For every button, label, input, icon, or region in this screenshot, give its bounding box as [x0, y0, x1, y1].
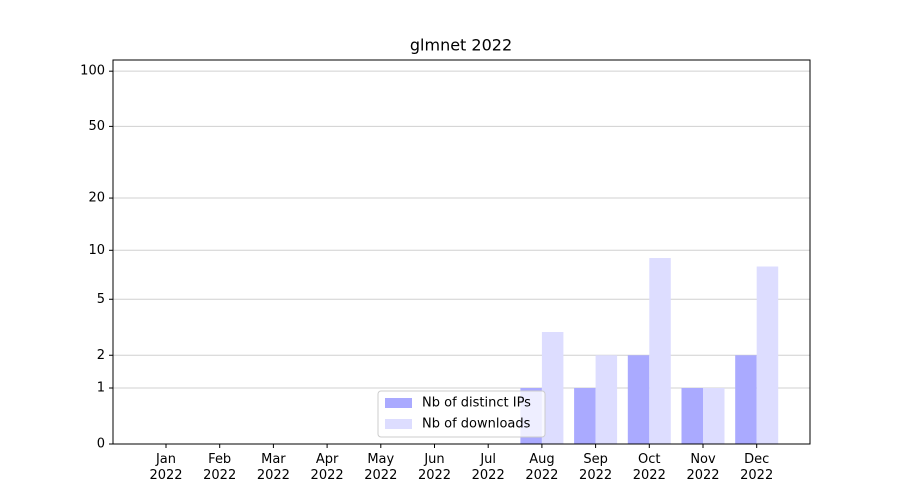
bar [681, 388, 703, 444]
bar [735, 355, 757, 444]
x-tick-label: Jun 2022 [417, 452, 452, 483]
bar [595, 355, 618, 444]
bar [541, 332, 564, 444]
bar [574, 388, 596, 444]
bar [627, 355, 650, 444]
y-tick-label: 50 [88, 119, 105, 134]
x-tick-label: Mar 2022 [256, 452, 290, 483]
plot-frame [112, 59, 811, 445]
x-tick-label: Nov 2022 [686, 452, 720, 483]
x-tick-label: Aug 2022 [525, 452, 559, 483]
bar [649, 257, 671, 444]
y-tick-label: 10 [88, 243, 105, 258]
y-tick-label: 5 [97, 292, 105, 307]
legend-box [377, 390, 546, 438]
legend-swatch [385, 419, 412, 429]
y-tick-label: 0 [97, 437, 105, 452]
x-tick-label: Oct 2022 [632, 452, 666, 483]
legend: Nb of distinct IPs Nb of downloads [377, 390, 546, 438]
legend-swatch [385, 398, 412, 408]
x-tick-label: Apr 2022 [310, 452, 344, 483]
y-tick-label: 100 [80, 64, 105, 79]
x-tick-label: Jan 2022 [149, 452, 183, 483]
x-tick-label: Feb 2022 [203, 452, 237, 483]
chart-title: glmnet 2022 [410, 36, 512, 55]
legend-label: Nb of downloads [422, 417, 531, 432]
x-tick-label: May 2022 [364, 452, 398, 483]
legend-label: Nb of distinct IPs [422, 396, 531, 411]
bar [756, 266, 779, 444]
x-tick-label: Jul 2022 [471, 452, 505, 483]
x-tick-label: Dec 2022 [740, 452, 774, 483]
bar [703, 388, 725, 444]
x-tick-label: Sep 2022 [579, 452, 613, 483]
y-tick-label: 20 [88, 191, 105, 206]
y-tick-label: 1 [97, 381, 105, 396]
y-tick-label: 2 [97, 348, 105, 363]
